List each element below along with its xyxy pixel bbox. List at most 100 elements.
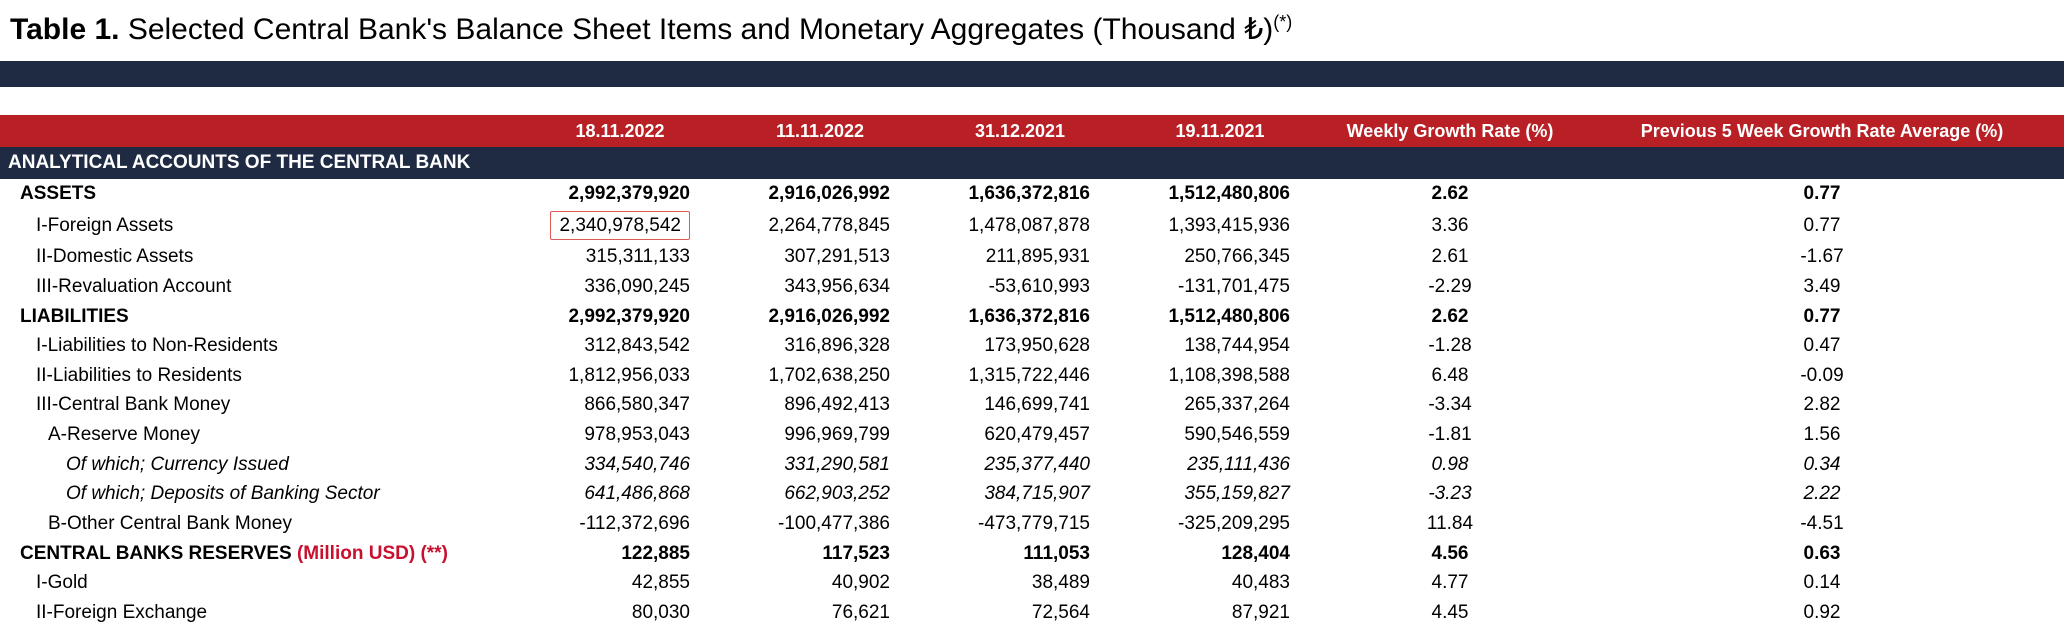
table-title: Table 1. Selected Central Bank's Balance… (0, 0, 2064, 55)
cell-weekly-growth: 6.48 (1320, 361, 1580, 391)
cell-value: 1,636,372,816 (920, 179, 1120, 209)
title-prefix: Table 1. (10, 13, 119, 46)
cell-weekly-growth: -1.81 (1320, 420, 1580, 450)
cell-value: 896,492,413 (720, 390, 920, 420)
cell-weekly-growth: -3.34 (1320, 390, 1580, 420)
cell-weekly-growth: 4.45 (1320, 598, 1580, 628)
cell-value: 978,953,043 (520, 420, 720, 450)
row-label: Of which; Currency Issued (0, 450, 520, 480)
cell-prev5-growth: 2.22 (1580, 479, 2064, 509)
row-label: A-Reserve Money (0, 420, 520, 450)
cell-value: 866,580,347 (520, 390, 720, 420)
row-label: III-Revaluation Account (0, 272, 520, 302)
header-date4: 19.11.2021 (1120, 115, 1320, 147)
cell-value: 2,916,026,992 (720, 179, 920, 209)
section-header-row: ANALYTICAL ACCOUNTS OF THE CENTRAL BANK (0, 147, 2064, 179)
cell-prev5-growth: 0.77 (1580, 302, 2064, 332)
header-blank (0, 115, 520, 147)
cell-value: 307,291,513 (720, 242, 920, 272)
row-label: B-Other Central Bank Money (0, 509, 520, 539)
header-date1: 18.11.2022 (520, 115, 720, 147)
cell-value: 146,699,741 (920, 390, 1120, 420)
cell-prev5-growth: 0.92 (1580, 598, 2064, 628)
highlighted-value: 2,340,978,542 (550, 211, 690, 241)
table-row: II-Liabilities to Residents1,812,956,033… (0, 361, 2064, 391)
table-row: II-Foreign Exchange80,03076,62172,56487,… (0, 598, 2064, 628)
cell-value: -325,209,295 (1120, 509, 1320, 539)
cell-weekly-growth: 4.56 (1320, 539, 1580, 569)
table-row: B-Other Central Bank Money-112,372,696-1… (0, 509, 2064, 539)
cell-value: 2,992,379,920 (520, 302, 720, 332)
row-label: LIABILITIES (0, 302, 520, 332)
cell-prev5-growth: 0.63 (1580, 539, 2064, 569)
cell-value: 235,377,440 (920, 450, 1120, 480)
table-row: ASSETS2,992,379,9202,916,026,9921,636,37… (0, 179, 2064, 209)
cell-value: 72,564 (920, 598, 1120, 628)
row-label: III-Central Bank Money (0, 390, 520, 420)
cell-weekly-growth: 2.62 (1320, 302, 1580, 332)
cell-value: 111,053 (920, 539, 1120, 569)
row-label: CENTRAL BANKS RESERVES (Million USD) (**… (0, 539, 520, 569)
cell-value: 312,843,542 (520, 331, 720, 361)
cell-value: 1,478,087,878 (920, 209, 1120, 243)
cell-value: 122,885 (520, 539, 720, 569)
row-label: I-Foreign Assets (0, 209, 520, 243)
cell-value: 1,512,480,806 (1120, 179, 1320, 209)
cell-value: -112,372,696 (520, 509, 720, 539)
cell-value: -53,610,993 (920, 272, 1120, 302)
cell-value: 343,956,634 (720, 272, 920, 302)
cell-value: 128,404 (1120, 539, 1320, 569)
table-row: Of which; Currency Issued334,540,746331,… (0, 450, 2064, 480)
cell-weekly-growth: 3.36 (1320, 209, 1580, 243)
cell-weekly-growth: 2.62 (1320, 179, 1580, 209)
balance-sheet-table: 18.11.2022 11.11.2022 31.12.2021 19.11.2… (0, 115, 2064, 628)
table-row: III-Central Bank Money866,580,347896,492… (0, 390, 2064, 420)
table-row: Of which; Deposits of Banking Sector641,… (0, 479, 2064, 509)
cell-value: 331,290,581 (720, 450, 920, 480)
row-label: I-Gold (0, 568, 520, 598)
divider-band (0, 61, 2064, 87)
cell-weekly-growth: -2.29 (1320, 272, 1580, 302)
cell-prev5-growth: 0.14 (1580, 568, 2064, 598)
cell-weekly-growth: -3.23 (1320, 479, 1580, 509)
cell-value: 1,636,372,816 (920, 302, 1120, 332)
cell-value: 641,486,868 (520, 479, 720, 509)
cell-value: 87,921 (1120, 598, 1320, 628)
cell-value: 250,766,345 (1120, 242, 1320, 272)
cell-prev5-growth: 0.77 (1580, 179, 2064, 209)
cell-value: 1,108,398,588 (1120, 361, 1320, 391)
cell-value: 76,621 (720, 598, 920, 628)
table-row: I-Gold42,85540,90238,48940,4834.770.14 (0, 568, 2064, 598)
cell-prev5-growth: 3.49 (1580, 272, 2064, 302)
table-row: I-Liabilities to Non-Residents312,843,54… (0, 331, 2064, 361)
row-label: II-Liabilities to Residents (0, 361, 520, 391)
row-label: ASSETS (0, 179, 520, 209)
cell-value: 40,483 (1120, 568, 1320, 598)
header-weekly: Weekly Growth Rate (%) (1320, 115, 1580, 147)
row-label: II-Foreign Exchange (0, 598, 520, 628)
cell-value: 2,264,778,845 (720, 209, 920, 243)
cell-value: 1,315,722,446 (920, 361, 1120, 391)
header-date3: 31.12.2021 (920, 115, 1120, 147)
cell-prev5-growth: -1.67 (1580, 242, 2064, 272)
cell-value: 1,393,415,936 (1120, 209, 1320, 243)
row-label: II-Domestic Assets (0, 242, 520, 272)
cell-value: 996,969,799 (720, 420, 920, 450)
table-row: III-Revaluation Account336,090,245343,95… (0, 272, 2064, 302)
cell-value: 42,855 (520, 568, 720, 598)
cell-value: -473,779,715 (920, 509, 1120, 539)
cell-value: 315,311,133 (520, 242, 720, 272)
cell-value: 1,812,956,033 (520, 361, 720, 391)
cell-value: 265,337,264 (1120, 390, 1320, 420)
cell-value: -100,477,386 (720, 509, 920, 539)
cell-value: 211,895,931 (920, 242, 1120, 272)
cell-value: 117,523 (720, 539, 920, 569)
title-superscript: (*) (1273, 12, 1292, 32)
cell-value: 1,512,480,806 (1120, 302, 1320, 332)
cell-value: 334,540,746 (520, 450, 720, 480)
header-prev5: Previous 5 Week Growth Rate Average (%) (1580, 115, 2064, 147)
cell-value: 138,744,954 (1120, 331, 1320, 361)
cell-value: 620,479,457 (920, 420, 1120, 450)
cell-value: 2,992,379,920 (520, 179, 720, 209)
cell-value: 384,715,907 (920, 479, 1120, 509)
